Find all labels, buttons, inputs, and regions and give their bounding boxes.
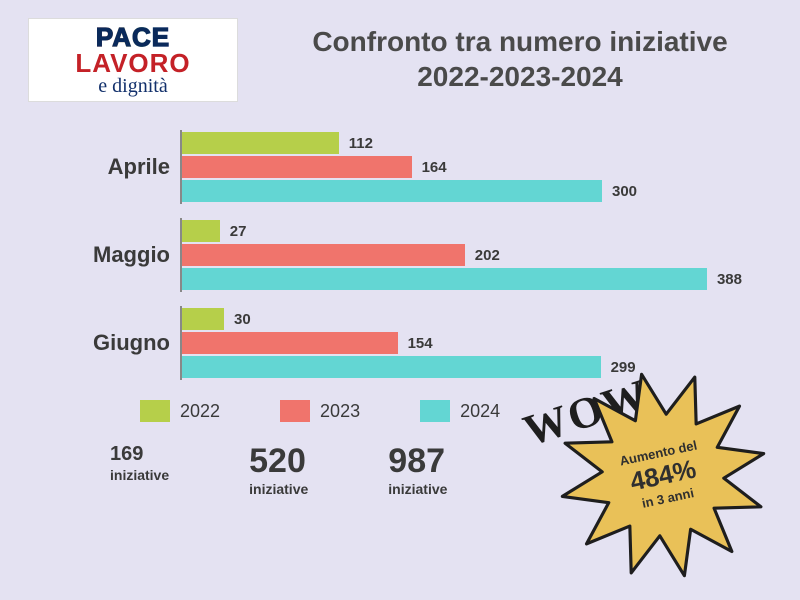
total-value: 520 xyxy=(249,444,308,478)
total-block: 520 iniziative xyxy=(249,444,308,497)
bar-row: 154 xyxy=(182,332,742,354)
legend-label: 2022 xyxy=(180,401,220,422)
bar-value: 164 xyxy=(422,159,447,176)
legend-swatch xyxy=(140,400,170,422)
page: PACE LAVORO e dignità Confronto tra nume… xyxy=(0,0,800,600)
bar xyxy=(182,220,220,242)
total-value: 987 xyxy=(388,444,447,478)
total-label: iniziative xyxy=(110,468,169,483)
logo-line-dignita: e dignità xyxy=(98,76,167,96)
bar-value: 388 xyxy=(717,271,742,288)
bar xyxy=(182,268,707,290)
bar xyxy=(182,156,412,178)
logo-line-pace: PACE xyxy=(96,24,170,50)
totals: 169 iniziative 520 iniziative 987 iniziative xyxy=(110,444,447,497)
bar xyxy=(182,308,224,330)
bar xyxy=(182,356,601,378)
chart-group: Maggio 27 202 388 xyxy=(60,218,760,292)
bar-row: 112 xyxy=(182,132,742,154)
bar-value: 27 xyxy=(230,223,247,240)
bar xyxy=(182,332,398,354)
bar-row: 164 xyxy=(182,156,742,178)
legend-label: 2024 xyxy=(460,401,500,422)
bar-value: 30 xyxy=(234,311,251,328)
legend-swatch xyxy=(420,400,450,422)
burst-badge: Aumento del 484% in 3 anni xyxy=(538,350,787,599)
page-title: Confronto tra numero iniziative2022-2023… xyxy=(270,24,770,94)
bar xyxy=(182,244,465,266)
bar-row: 27 xyxy=(182,220,742,242)
chart: Aprile 112 164 300 Maggio 27 202 388 Giugno 30 154… xyxy=(60,130,760,394)
total-block: 169 iniziative xyxy=(110,444,169,497)
chart-group-label: Maggio xyxy=(60,242,180,268)
total-label: iniziative xyxy=(249,482,308,497)
chart-group: Aprile 112 164 300 xyxy=(60,130,760,204)
legend-label: 2023 xyxy=(320,401,360,422)
chart-bars: 27 202 388 xyxy=(180,218,742,292)
total-label: iniziative xyxy=(388,482,447,497)
legend-item: 2023 xyxy=(280,400,360,422)
total-value: 169 xyxy=(110,444,169,464)
total-block: 987 iniziative xyxy=(388,444,447,497)
bar-value: 154 xyxy=(408,335,433,352)
bar xyxy=(182,132,339,154)
legend-item: 2022 xyxy=(140,400,220,422)
legend-swatch xyxy=(280,400,310,422)
chart-group-label: Aprile xyxy=(60,154,180,180)
bar xyxy=(182,180,602,202)
bar-row: 202 xyxy=(182,244,742,266)
bar-value: 202 xyxy=(475,247,500,264)
bar-value: 112 xyxy=(349,135,373,152)
burst-text: Aumento del 484% in 3 anni xyxy=(538,350,787,599)
bar-row: 30 xyxy=(182,308,742,330)
legend-item: 2024 xyxy=(420,400,500,422)
bar-value: 300 xyxy=(612,183,637,200)
legend: 2022 2023 2024 xyxy=(140,400,500,422)
logo-line-lavoro: LAVORO xyxy=(75,50,190,76)
logo: PACE LAVORO e dignità xyxy=(28,18,238,102)
bar-row: 300 xyxy=(182,180,742,202)
chart-bars: 112 164 300 xyxy=(180,130,742,204)
chart-group-label: Giugno xyxy=(60,330,180,356)
bar-row: 388 xyxy=(182,268,742,290)
